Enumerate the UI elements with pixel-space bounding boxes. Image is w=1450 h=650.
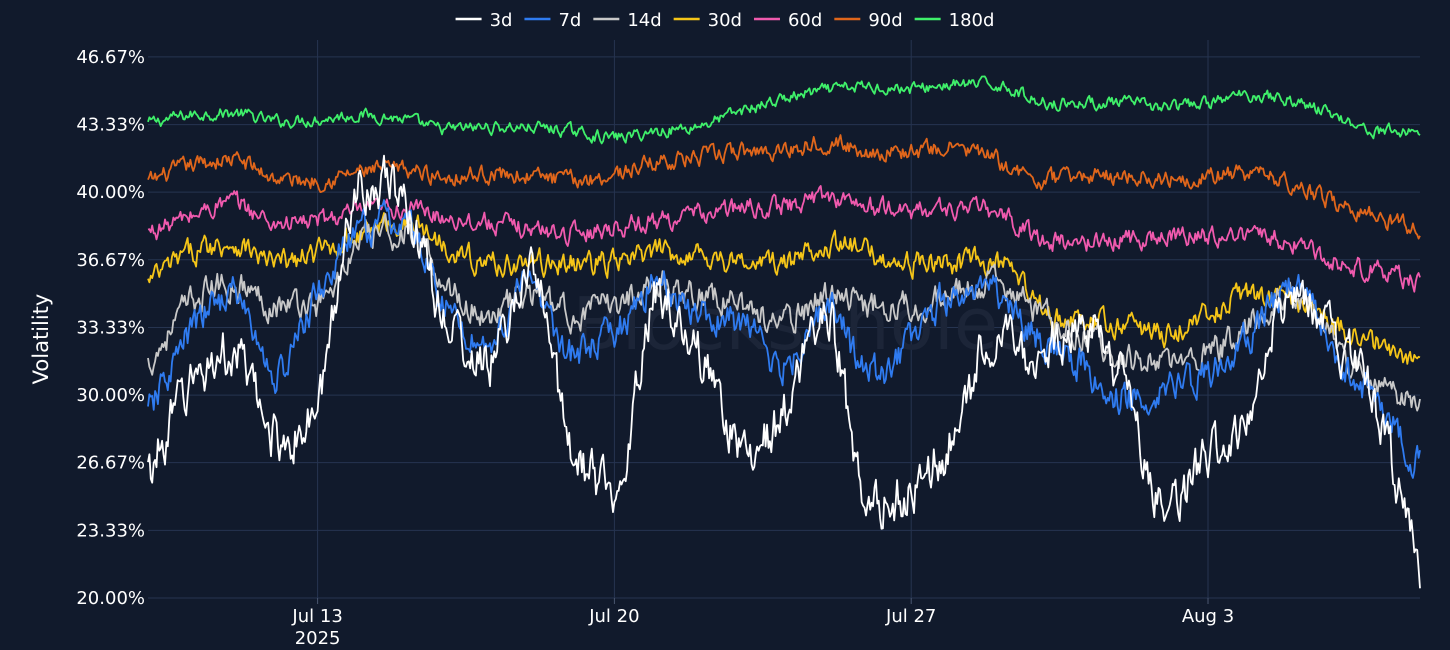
x-tick-label: Jul 27 — [885, 606, 936, 627]
y-tick-label: 26.67% — [76, 453, 145, 474]
x-tick-label: Jul 13 — [291, 606, 342, 627]
series-line-60d — [147, 184, 1421, 293]
legend-item-3d[interactable]: 3d — [455, 10, 513, 31]
legend: 3d 7d 14d 30d 60d 90d 180d — [455, 10, 995, 31]
legend-item-180d[interactable]: 180d — [914, 10, 995, 31]
legend-label: 7d — [558, 10, 581, 31]
y-tick-label: 43.33% — [76, 115, 145, 136]
x-tick-label: Jul 20 — [588, 606, 639, 627]
y-tick-label: 23.33% — [76, 520, 145, 541]
legend-label: 3d — [490, 10, 513, 31]
legend-item-30d[interactable]: 30d — [673, 10, 742, 31]
legend-item-14d[interactable]: 14d — [593, 10, 662, 31]
series-line-180d — [147, 75, 1421, 145]
series-line-3d — [147, 154, 1421, 589]
legend-label: 90d — [868, 10, 902, 31]
x-tick-year-label: 2025 — [295, 628, 341, 649]
series-line-30d — [147, 212, 1421, 365]
y-tick-label: 20.00% — [76, 588, 145, 609]
series-line-90d — [147, 134, 1421, 240]
y-tick-label: 33.33% — [76, 318, 145, 339]
legend-item-90d[interactable]: 90d — [834, 10, 903, 31]
y-tick-label: 46.67% — [76, 47, 145, 68]
y-tick-label: 30.00% — [76, 385, 145, 406]
y-axis: 20.00% 23.33% 26.67% 30.00% 33.33% 36.67% 40.0… — [76, 47, 145, 609]
y-tick-label: 36.67% — [76, 250, 145, 271]
plot-area: Blockscholes — [147, 40, 1421, 599]
legend-item-7d[interactable]: 7d — [524, 10, 581, 31]
legend-label: 180d — [949, 10, 995, 31]
series-line-14d — [147, 213, 1421, 412]
y-tick-label: 40.00% — [76, 182, 145, 203]
legend-item-60d[interactable]: 60d — [753, 10, 822, 31]
x-tick-label: Aug 3 — [1182, 606, 1234, 627]
y-axis-title: Volatility — [29, 294, 53, 385]
legend-label: 30d — [708, 10, 742, 31]
series-lines — [147, 75, 1421, 589]
legend-label: 60d — [788, 10, 822, 31]
series-line-7d — [147, 199, 1421, 479]
legend-label: 14d — [627, 10, 661, 31]
